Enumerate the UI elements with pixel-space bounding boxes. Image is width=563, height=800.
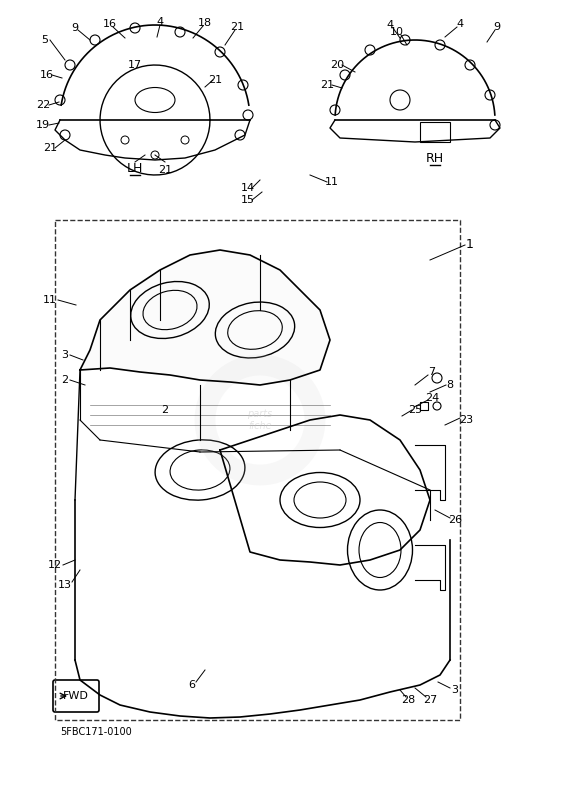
Text: 21: 21 [43, 143, 57, 153]
Text: FWD: FWD [63, 691, 89, 701]
Text: 12: 12 [48, 560, 62, 570]
Text: 2: 2 [162, 405, 168, 415]
Text: 25: 25 [408, 405, 422, 415]
Text: 5FBC171-0100: 5FBC171-0100 [60, 727, 132, 737]
Text: 22: 22 [36, 100, 50, 110]
Text: 4: 4 [457, 19, 463, 29]
Text: 23: 23 [459, 415, 473, 425]
Text: 3: 3 [61, 350, 69, 360]
Text: 21: 21 [230, 22, 244, 32]
Text: 9: 9 [72, 23, 79, 33]
Text: 10: 10 [390, 27, 404, 37]
Text: 18: 18 [198, 18, 212, 28]
Text: 7: 7 [428, 367, 436, 377]
Text: 4: 4 [157, 17, 164, 27]
Text: 21: 21 [158, 165, 172, 175]
Text: LH: LH [127, 162, 143, 174]
Text: 6: 6 [189, 680, 195, 690]
Text: 16: 16 [40, 70, 54, 80]
Text: 4: 4 [386, 20, 394, 30]
Text: 27: 27 [423, 695, 437, 705]
Text: 15: 15 [241, 195, 255, 205]
Text: 3: 3 [452, 685, 458, 695]
Bar [420, 122, 450, 142]
Text: 28: 28 [401, 695, 415, 705]
Text: 11: 11 [43, 295, 57, 305]
Text: 24: 24 [425, 393, 439, 403]
Text: 17: 17 [128, 60, 142, 70]
Text: 1: 1 [466, 238, 474, 251]
Text: 11: 11 [325, 177, 339, 187]
Text: 14: 14 [241, 183, 255, 193]
Text: 8: 8 [446, 380, 454, 390]
Text: 9: 9 [493, 22, 501, 32]
Text: 20: 20 [330, 60, 344, 70]
Text: parts
fiche: parts fiche [247, 409, 272, 430]
Text: 19: 19 [36, 120, 50, 130]
Polygon shape [80, 250, 330, 385]
Text: 26: 26 [448, 515, 462, 525]
Text: RH: RH [426, 151, 444, 165]
Text: 16: 16 [103, 19, 117, 29]
Text: 13: 13 [58, 580, 72, 590]
Text: 21: 21 [320, 80, 334, 90]
Text: 21: 21 [208, 75, 222, 85]
Text: 2: 2 [61, 375, 69, 385]
Text: 5: 5 [42, 35, 48, 45]
